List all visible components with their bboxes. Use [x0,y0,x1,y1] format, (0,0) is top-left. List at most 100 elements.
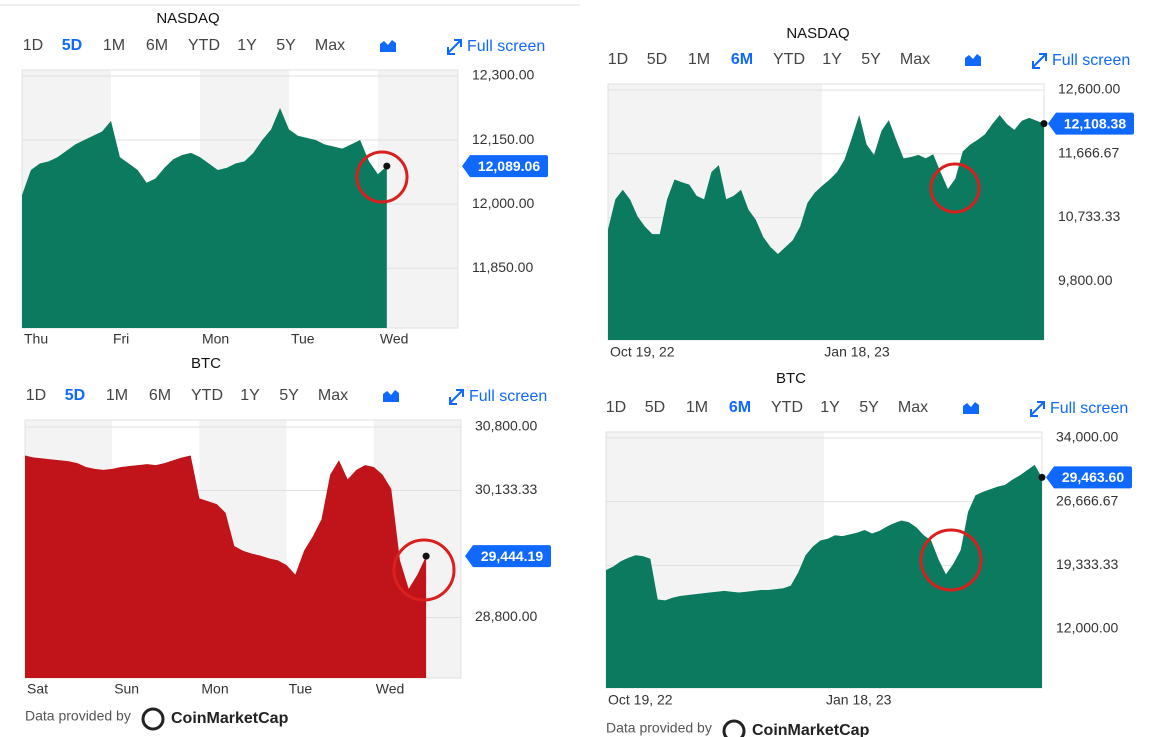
x-tick-label: Mon [202,331,229,347]
highlight-circle [919,528,983,592]
last-point [1040,120,1048,128]
range-button[interactable]: 1D [23,37,43,54]
y-tick-label: 12,600.00 [1058,81,1120,97]
chart-type-icon[interactable] [383,390,399,402]
y-tick-label: 11,666.67 [1058,144,1119,160]
range-button[interactable]: YTD [191,387,223,404]
range-button[interactable]: 1Y [820,399,840,416]
y-tick-label: 12,000.00 [472,195,534,211]
x-tick-label: Fri [113,331,129,347]
y-tick-label: 30,133.33 [475,481,537,497]
x-tick-label: Tue [291,331,315,347]
range-button[interactable]: 5Y [279,387,299,404]
x-tick-label: Wed [376,681,405,697]
chart-panel: NASDAQ 1D 5D 1M 6M YTD 1Y 5Y Max Full screen Oct 1… [607,25,1134,360]
range-button[interactable]: 1Y [240,387,260,404]
fullscreen-icon[interactable] [1030,401,1045,417]
session-band [377,70,458,328]
y-tick-label: 30,800.00 [475,418,537,434]
fullscreen-icon[interactable] [447,39,462,55]
charts: NASDAQ 1D 5D 1M 6M YTD 1Y 5Y Max Full screen Thu Fr… [21,10,1134,737]
y-tick-label: 26,666.67 [1056,492,1118,508]
range-button[interactable]: 1D [606,399,626,416]
range-button[interactable]: 1M [688,51,710,68]
range-button[interactable]: 5Y [861,51,881,68]
price-area [606,464,1042,688]
range-button[interactable]: 6M [149,387,171,404]
range-button[interactable]: Max [900,51,930,68]
y-tick-label: 19,333.33 [1056,556,1118,572]
range-button[interactable]: 1Y [237,37,257,54]
range-button[interactable]: 5Y [859,399,879,416]
current-price-tag [1046,466,1132,489]
chart-type-icon[interactable] [963,402,979,414]
chart-type-icon[interactable] [380,40,396,52]
range-button[interactable]: 1D [608,51,628,68]
source-logo [141,707,165,731]
y-tick-label: 12,300.00 [472,67,534,83]
range-button[interactable]: 1M [103,37,125,54]
fullscreen-icon[interactable] [1032,53,1047,69]
fullscreen-button[interactable]: Full screen [1052,52,1130,69]
current-price-label: 29,444.19 [481,548,543,564]
x-tick-label: Sun [114,681,139,697]
price-area [608,114,1044,340]
range-button[interactable]: Max [315,37,345,54]
range-button[interactable]: 1D [26,387,46,404]
range-button[interactable]: YTD [771,399,803,416]
x-tick-label: Jan 18, 23 [826,692,892,708]
chart-panel: BTC 1D 5D 1M 6M YTD 1Y 5Y Max Full screen Sat Sun Mo… [24,355,551,731]
source-name: CoinMarketCap [752,722,870,737]
price-area [22,108,387,328]
footnote: Data provided by [606,720,712,736]
last-point [1038,473,1046,481]
range-button[interactable]: YTD [188,37,220,54]
y-tick-label: 10,733.33 [1058,208,1120,224]
chart-title: BTC [191,355,221,372]
range-button[interactable]: 5Y [276,37,296,54]
x-tick-label: Jan 18, 23 [824,344,890,360]
y-tick-label: 28,800.00 [475,608,537,624]
y-tick-label: 12,150.00 [472,131,534,147]
fullscreen-button[interactable]: Full screen [467,38,545,55]
fullscreen-icon[interactable] [449,389,464,405]
current-price-label: 12,108.38 [1064,115,1126,131]
x-tick-label: Wed [380,331,409,347]
annotations [355,150,983,602]
range-button[interactable]: 1Y [822,51,842,68]
range-button[interactable]: 6M [729,399,751,416]
range-button[interactable]: 5D [65,387,85,404]
range-button[interactable]: Max [898,399,928,416]
current-price-tag [462,155,548,178]
y-tick-label: 12,000.00 [1056,620,1118,636]
range-button[interactable]: 1M [686,399,708,416]
chart-panel: BTC 1D 5D 1M 6M YTD 1Y 5Y Max Full screen Oct 19, … [605,370,1132,737]
chart-title: NASDAQ [156,10,219,27]
current-price-label: 29,463.60 [1062,469,1124,485]
chart-panel: NASDAQ 1D 5D 1M 6M YTD 1Y 5Y Max Full screen Thu Fr… [21,10,548,347]
x-tick-label: Sat [27,681,48,697]
range-button[interactable]: 5D [645,399,665,416]
range-button[interactable]: 5D [647,51,667,68]
source-logo [722,719,746,737]
range-button[interactable]: Max [318,387,348,404]
range-button[interactable]: 6M [731,51,753,68]
fullscreen-button[interactable]: Full screen [1050,400,1128,417]
x-tick-label: Oct 19, 22 [610,344,675,360]
range-button[interactable]: YTD [773,51,805,68]
chart-title: BTC [776,370,806,387]
highlight-circle [392,538,456,602]
footnote: Data provided by [25,708,131,724]
price-area [25,455,427,678]
x-tick-label: Mon [201,681,228,697]
range-button[interactable]: 6M [146,37,168,54]
range-button[interactable]: 5D [62,37,82,54]
current-price-tag [465,545,551,568]
y-tick-label: 34,000.00 [1056,429,1118,445]
fullscreen-button[interactable]: Full screen [469,388,547,405]
source-name: CoinMarketCap [171,710,289,727]
current-price-label: 12,089.06 [478,158,540,174]
range-button[interactable]: 1M [106,387,128,404]
chart-type-icon[interactable] [965,54,981,66]
